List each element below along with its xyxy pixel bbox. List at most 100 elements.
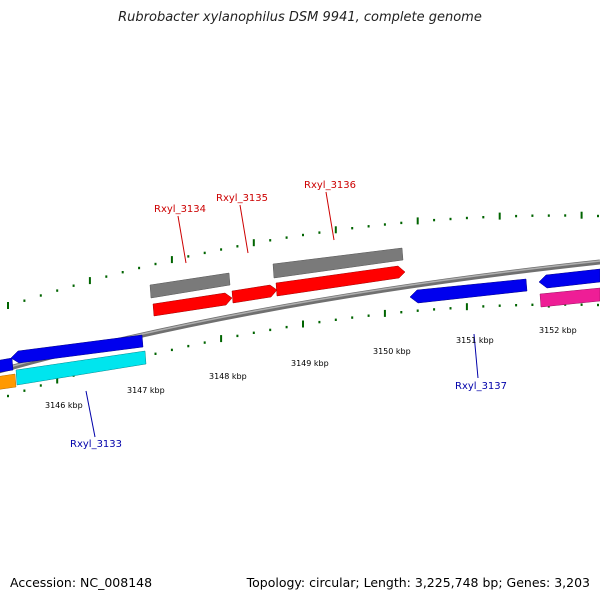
minor-tick bbox=[318, 231, 321, 234]
minor-tick bbox=[285, 236, 288, 239]
major-tick bbox=[220, 335, 223, 343]
major-tick bbox=[7, 302, 9, 309]
minor-tick bbox=[515, 304, 518, 307]
major-tick bbox=[56, 376, 59, 384]
minor-tick bbox=[367, 225, 370, 228]
minor-tick bbox=[351, 227, 354, 230]
map-title: Rubrobacter xylanophilus DSM 9941, compl… bbox=[118, 10, 482, 25]
scale-label-3146: 3146 kbp bbox=[45, 401, 83, 410]
minor-tick bbox=[318, 320, 321, 324]
genome-summary-text: Topology: circular; Length: 3,225,748 bp… bbox=[246, 575, 590, 590]
minor-tick bbox=[7, 394, 9, 398]
minor-tick bbox=[105, 275, 108, 278]
forward-feature-rxyl-3136-grey[interactable] bbox=[272, 247, 404, 279]
minor-tick bbox=[203, 341, 206, 344]
major-tick bbox=[170, 256, 173, 264]
minor-tick bbox=[367, 314, 370, 317]
major-tick bbox=[383, 309, 386, 317]
scale-label-3152: 3152 kbp bbox=[539, 326, 577, 335]
reverse-feature-cyan-rxyl-3133[interactable] bbox=[15, 350, 147, 386]
minor-tick bbox=[154, 352, 157, 355]
minor-tick bbox=[597, 303, 599, 307]
leader-rxyl-3137 bbox=[473, 333, 479, 379]
minor-tick bbox=[252, 331, 255, 334]
major-tick bbox=[88, 277, 91, 285]
scale-label-3147: 3147 kbp bbox=[127, 386, 165, 395]
minor-tick bbox=[236, 334, 239, 338]
forward-cds-rxyl-3134[interactable] bbox=[152, 292, 233, 317]
minor-tick bbox=[564, 214, 567, 217]
upper-tick-track bbox=[7, 211, 599, 309]
minor-tick bbox=[580, 303, 583, 306]
minor-tick bbox=[269, 239, 272, 242]
scale-label-3150: 3150 kbp bbox=[373, 347, 411, 356]
minor-tick bbox=[121, 271, 124, 274]
minor-tick bbox=[449, 217, 452, 221]
minor-tick bbox=[39, 294, 42, 297]
minor-tick bbox=[433, 308, 436, 311]
forward-cds-rxyl-3135[interactable] bbox=[231, 284, 278, 304]
reverse-feature-magenta[interactable] bbox=[539, 287, 600, 308]
minor-tick bbox=[138, 266, 141, 270]
reverse-cds-rxyl-3137[interactable] bbox=[409, 278, 528, 304]
minor-tick bbox=[531, 214, 534, 217]
minor-tick bbox=[39, 384, 42, 387]
forward-cds-rxyl-3136[interactable] bbox=[275, 265, 406, 297]
minor-tick bbox=[465, 216, 468, 220]
major-tick bbox=[302, 320, 304, 328]
minor-tick bbox=[351, 316, 354, 319]
minor-tick bbox=[433, 218, 436, 222]
minor-tick bbox=[23, 299, 26, 302]
scale-label-3148: 3148 kbp bbox=[209, 372, 247, 381]
minor-tick bbox=[383, 223, 386, 226]
leader-rxyl-3136 bbox=[325, 191, 335, 241]
scale-label-3149: 3149 kbp bbox=[291, 359, 329, 368]
gene-label-rxyl-3133[interactable]: Rxyl_3133 bbox=[70, 439, 122, 450]
major-tick bbox=[252, 239, 255, 247]
minor-tick bbox=[400, 221, 403, 225]
reverse-cds-right-partial[interactable] bbox=[538, 268, 600, 289]
reverse-feature-orange[interactable] bbox=[0, 373, 17, 390]
minor-tick bbox=[400, 311, 403, 314]
minor-tick bbox=[72, 284, 75, 287]
major-tick bbox=[465, 303, 468, 311]
leader-rxyl-3135 bbox=[239, 204, 249, 254]
minor-tick bbox=[220, 248, 223, 251]
minor-tick bbox=[187, 344, 190, 348]
major-tick bbox=[416, 217, 419, 225]
minor-tick bbox=[547, 214, 550, 217]
major-tick bbox=[498, 212, 501, 220]
minor-tick bbox=[597, 214, 599, 218]
scale-label-3151: 3151 kbp bbox=[456, 336, 494, 345]
gene-label-rxyl-3135[interactable]: Rxyl_3135 bbox=[216, 193, 268, 204]
forward-feature-rxyl-3134-grey[interactable] bbox=[149, 272, 231, 299]
minor-tick bbox=[23, 389, 26, 392]
minor-tick bbox=[302, 233, 304, 237]
minor-tick bbox=[482, 305, 485, 308]
leader-rxyl-3133 bbox=[85, 390, 96, 438]
minor-tick bbox=[449, 307, 452, 310]
minor-tick bbox=[531, 303, 534, 306]
minor-tick bbox=[285, 325, 288, 329]
gene-label-rxyl-3134[interactable]: Rxyl_3134 bbox=[154, 204, 206, 215]
reverse-cds-rxyl-3133-neighbor[interactable] bbox=[10, 334, 144, 364]
minor-tick bbox=[482, 216, 485, 219]
accession-text: Accession: NC_008148 bbox=[10, 575, 153, 590]
minor-tick bbox=[269, 328, 272, 332]
minor-tick bbox=[154, 262, 157, 266]
major-tick bbox=[580, 211, 583, 219]
reverse-cds-left-partial[interactable] bbox=[0, 357, 14, 373]
minor-tick bbox=[187, 255, 190, 258]
minor-tick bbox=[416, 309, 419, 312]
minor-tick bbox=[515, 214, 518, 218]
minor-tick bbox=[170, 348, 173, 352]
gene-label-rxyl-3136[interactable]: Rxyl_3136 bbox=[304, 180, 356, 191]
minor-tick bbox=[56, 289, 59, 292]
gene-label-rxyl-3137[interactable]: Rxyl_3137 bbox=[455, 381, 507, 392]
minor-tick bbox=[236, 245, 239, 248]
minor-tick bbox=[334, 318, 337, 321]
minor-tick bbox=[203, 251, 206, 255]
major-tick bbox=[334, 226, 337, 234]
minor-tick bbox=[498, 304, 501, 307]
